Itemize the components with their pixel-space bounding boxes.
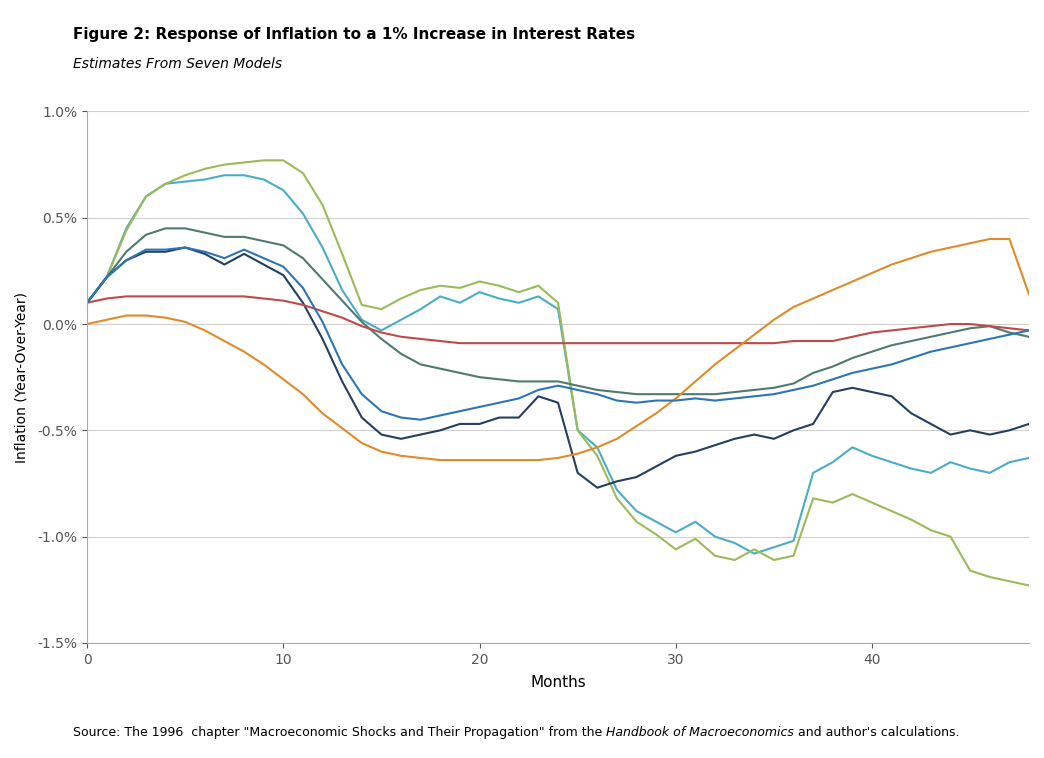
Text: Figure 2: Response of Inflation to a 1% Increase in Interest Rates: Figure 2: Response of Inflation to a 1% …: [73, 27, 635, 42]
Text: Handbook of Macroeconomics: Handbook of Macroeconomics: [607, 726, 794, 739]
Text: Estimates From Seven Models: Estimates From Seven Models: [73, 57, 282, 70]
Text: Source: The 1996  chapter "Macroeconomic Shocks and Their Propagation" from the: Source: The 1996 chapter "Macroeconomic …: [73, 726, 607, 739]
X-axis label: Months: Months: [530, 675, 586, 690]
Y-axis label: Inflation (Year-Over-Year): Inflation (Year-Over-Year): [15, 292, 29, 462]
Text: and author's calculations.: and author's calculations.: [794, 726, 959, 739]
